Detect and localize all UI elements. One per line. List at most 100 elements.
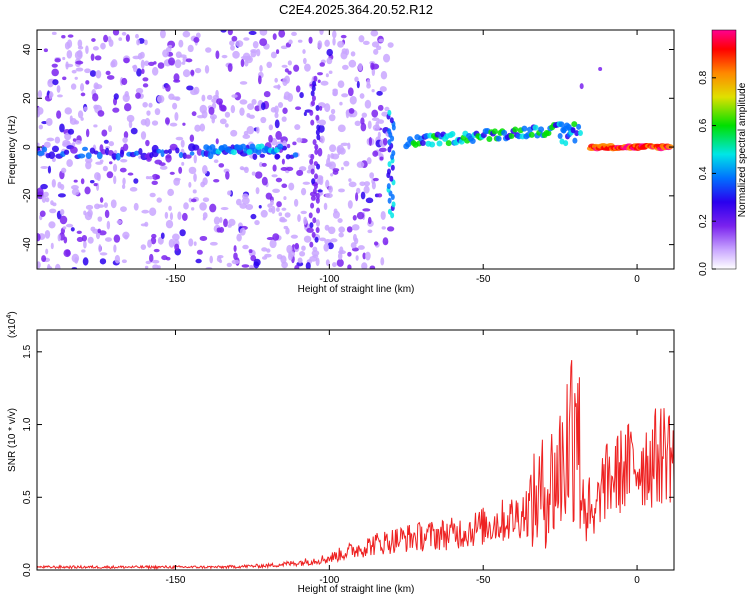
spectrogram-blob xyxy=(66,159,73,168)
spectrogram-blob xyxy=(300,187,307,196)
spectrogram-blob xyxy=(242,244,249,250)
spectrogram-blob xyxy=(186,85,194,91)
spectrogram-blob xyxy=(119,149,125,158)
spectrogram-blob xyxy=(315,257,320,267)
spectrogram-y-label: Frequency (Hz) xyxy=(7,116,18,185)
spectrogram-blob xyxy=(389,175,394,182)
spectrogram-blob xyxy=(384,106,390,112)
spectrogram-blob xyxy=(178,151,184,159)
spectrogram-blob xyxy=(241,196,250,205)
spectrogram-blob xyxy=(39,210,46,217)
spectrogram-blob xyxy=(311,95,316,102)
spectrogram-blob xyxy=(371,41,380,48)
spectrogram-blob xyxy=(309,255,318,262)
spectrogram-blob xyxy=(64,132,72,141)
spectrogram-blob xyxy=(61,34,66,39)
spectrogram-blob xyxy=(366,79,371,86)
spectrogram-blob xyxy=(41,255,47,263)
spectrogram-blob xyxy=(373,241,379,246)
spectrogram-blob xyxy=(125,34,130,42)
spectrogram-blob xyxy=(93,182,98,187)
spectrogram-blob xyxy=(512,126,519,133)
spectrogram-blob xyxy=(231,35,238,42)
spectrogram-blob xyxy=(159,30,166,39)
y-tick-label: 1.5 xyxy=(22,344,33,358)
spectrogram-panel: -150 -100 -50 0 -40 -20 0 20 40 Height of strai… xyxy=(7,29,675,295)
spectrogram-blob xyxy=(136,39,141,46)
spectrogram-blob xyxy=(44,230,51,239)
y-tick-label: 1.0 xyxy=(22,417,33,431)
spectrogram-blob xyxy=(75,67,84,72)
spectrogram-blob xyxy=(355,192,359,202)
spectrogram-blob xyxy=(377,119,385,124)
spectrogram-blob xyxy=(135,33,139,39)
spectrogram-blob xyxy=(258,205,262,209)
spectrogram-blob xyxy=(310,153,315,160)
spectrogram-blob xyxy=(501,129,508,136)
spectrogram-blob xyxy=(205,47,212,53)
spectrogram-blob xyxy=(329,144,337,153)
spectrogram-blob xyxy=(316,163,321,170)
spectrogram-blob xyxy=(247,103,255,110)
spectrogram-blob xyxy=(84,186,91,195)
spectrogram-blob xyxy=(112,163,118,172)
spectrogram-blob xyxy=(346,226,353,233)
spectrogram-blob xyxy=(311,178,316,185)
spectrogram-blob xyxy=(380,257,385,266)
spectrogram-blob xyxy=(99,197,104,203)
spectrogram-blob xyxy=(317,147,323,157)
spectrogram-blob xyxy=(66,39,73,49)
snr-panel: -150 -100 -50 0 0.0 0.5 1.0 1.5 Height of stra… xyxy=(6,311,675,595)
spectrogram-blob xyxy=(225,171,230,180)
spectrogram-blob xyxy=(378,38,385,43)
spectrogram-blob xyxy=(281,158,285,165)
spectrogram-blob xyxy=(272,233,280,241)
spectrogram-blob xyxy=(360,191,366,200)
spectrogram-blob xyxy=(97,110,105,117)
spectrogram-blob xyxy=(150,237,157,245)
spectrogram-blob xyxy=(75,60,84,65)
spectrogram-blob xyxy=(141,68,145,75)
spectrogram-blob xyxy=(330,173,334,177)
spectrogram-blob xyxy=(191,111,197,117)
spectrogram-blob xyxy=(310,195,316,201)
colorbar-tick-label: 0.2 xyxy=(698,214,709,228)
spectrogram-blob xyxy=(312,80,317,87)
spectrogram-blob xyxy=(341,93,349,98)
spectrogram-blob xyxy=(41,146,48,153)
spectrogram-blob xyxy=(113,175,117,185)
spectrogram-blob xyxy=(260,102,266,111)
spectrogram-blob xyxy=(292,141,297,146)
spectrogram-blob xyxy=(48,151,56,159)
spectrogram-blob xyxy=(144,117,151,127)
spectrogram-blob xyxy=(169,171,175,175)
spectrogram-blob xyxy=(85,157,93,164)
spectrogram-blob xyxy=(348,178,352,183)
svg-text:(x104): (x104) xyxy=(6,311,18,338)
spectrogram-blob xyxy=(48,92,53,100)
spectrogram-blob xyxy=(145,139,150,147)
spectrogram-blob xyxy=(94,203,101,210)
spectrogram-y-ticks: -40 -20 0 20 40 xyxy=(22,44,674,252)
spectrogram-blob xyxy=(571,121,578,128)
spectrogram-blob xyxy=(106,171,114,179)
spectrogram-blob xyxy=(306,227,314,233)
spectrogram-blob xyxy=(261,247,268,252)
spectrogram-blob xyxy=(194,124,201,132)
snr-x-label: Height of straight line (km) xyxy=(298,584,415,595)
spectrogram-blob xyxy=(316,124,321,131)
spectrogram-blob xyxy=(62,56,66,61)
spectrogram-blob xyxy=(301,245,306,251)
spectrogram-blob xyxy=(67,34,74,38)
spectrogram-blob xyxy=(495,135,502,142)
spectrogram-blob xyxy=(263,91,271,98)
spectrogram-blob xyxy=(112,30,120,36)
spectrogram-blob xyxy=(369,265,376,269)
spectrogram-blob xyxy=(391,201,396,208)
spectrogram-blob xyxy=(70,185,79,190)
spectrogram-blob xyxy=(149,207,157,217)
spectrogram-blob xyxy=(231,94,238,98)
spectrogram-blob xyxy=(311,250,320,257)
spectrogram-blob xyxy=(318,119,327,126)
